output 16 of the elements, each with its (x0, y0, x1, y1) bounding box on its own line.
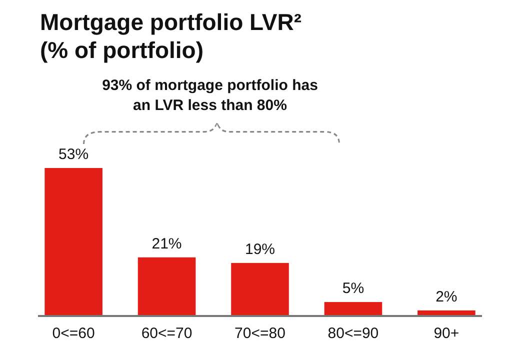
data-label: 21% (152, 235, 182, 252)
bar (44, 168, 102, 316)
data-label: 2% (436, 288, 458, 306)
data-label: 5% (342, 280, 364, 298)
data-label: 19% (244, 240, 276, 258)
x-tick-label: 70<=80 (234, 325, 286, 342)
x-tick-label: 0<=60 (52, 325, 95, 342)
data-label: 53% (58, 146, 89, 163)
text: 93% of mortgage portfolio has an LVR less than 80% (102, 77, 318, 114)
bar (138, 257, 196, 316)
x-tick-label: 90+ (434, 325, 460, 342)
bar (324, 302, 382, 316)
x-tick-label: 80<=90 (328, 325, 379, 342)
chart-title: Mortgage portfolio LVR² (% of portfolio) (40, 9, 302, 63)
bar (231, 262, 289, 316)
x-tick-label: 60<=70 (141, 325, 192, 342)
